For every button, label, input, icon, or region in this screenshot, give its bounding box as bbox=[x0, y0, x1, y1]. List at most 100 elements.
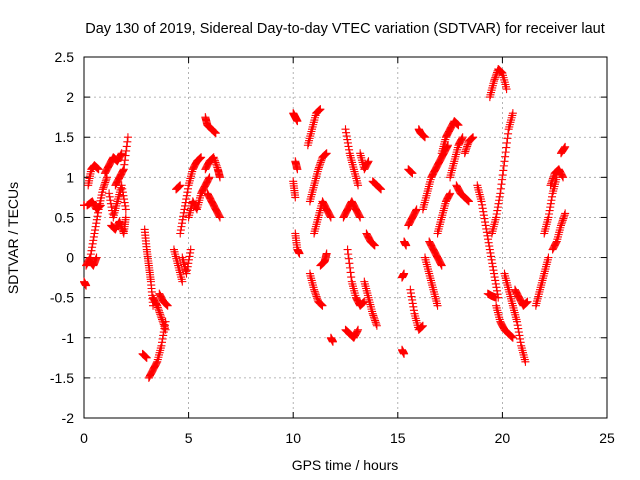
y-tick-label: -0.5 bbox=[50, 290, 74, 306]
data-point bbox=[341, 125, 350, 134]
data-point bbox=[153, 303, 162, 312]
data-point bbox=[101, 176, 110, 185]
data-point bbox=[467, 134, 476, 143]
data-point bbox=[156, 312, 165, 321]
data-point bbox=[184, 259, 193, 268]
data-point bbox=[321, 150, 330, 159]
data-point bbox=[103, 173, 112, 182]
data-point bbox=[101, 178, 110, 187]
data-point bbox=[478, 204, 487, 213]
data-point bbox=[182, 269, 191, 278]
data-point bbox=[117, 150, 126, 159]
axis-ticks bbox=[83, 56, 608, 419]
data-point bbox=[372, 320, 381, 329]
data-point bbox=[458, 133, 467, 142]
data-point bbox=[155, 308, 164, 317]
data-point bbox=[501, 148, 510, 157]
data-point bbox=[463, 196, 472, 205]
data-point bbox=[407, 292, 416, 301]
data-point bbox=[371, 318, 380, 327]
data-point bbox=[503, 134, 512, 143]
chart-title: Day 130 of 2019, Sidereal Day-to-day VTE… bbox=[85, 21, 605, 37]
data-point bbox=[495, 196, 504, 205]
data-point bbox=[316, 158, 325, 167]
data-point bbox=[159, 320, 168, 329]
data-point bbox=[460, 149, 469, 158]
data-point bbox=[342, 128, 351, 137]
data-point bbox=[181, 198, 190, 207]
data-point bbox=[545, 210, 554, 219]
data-point bbox=[515, 331, 524, 340]
data-point bbox=[313, 294, 322, 303]
data-point bbox=[209, 153, 218, 162]
data-point bbox=[558, 172, 567, 181]
data-point bbox=[212, 161, 221, 170]
data-point bbox=[215, 213, 224, 222]
data-point bbox=[100, 181, 109, 190]
data-point bbox=[89, 232, 98, 241]
y-tick-label: -2 bbox=[62, 410, 75, 426]
data-point bbox=[482, 224, 491, 233]
data-point bbox=[364, 157, 373, 166]
data-point bbox=[556, 221, 565, 230]
data-point bbox=[123, 137, 132, 146]
data-point bbox=[487, 255, 496, 264]
data-point bbox=[295, 249, 304, 258]
data-point bbox=[359, 298, 368, 307]
x-tick-label: 25 bbox=[599, 430, 615, 446]
data-point bbox=[141, 352, 150, 361]
data-point bbox=[315, 161, 324, 170]
grid-lines bbox=[84, 57, 607, 418]
data-point bbox=[160, 322, 169, 331]
data-point bbox=[343, 245, 352, 254]
data-point bbox=[516, 334, 525, 343]
data-point bbox=[161, 299, 170, 308]
data-point bbox=[507, 332, 516, 341]
data-point bbox=[490, 269, 499, 278]
data-point bbox=[368, 309, 377, 318]
data-point bbox=[154, 305, 163, 314]
data-point bbox=[162, 300, 171, 309]
data-point bbox=[343, 135, 352, 144]
data-point bbox=[293, 117, 302, 126]
data-point bbox=[142, 353, 151, 362]
data-point bbox=[419, 131, 428, 140]
data-point bbox=[345, 263, 354, 272]
data-point bbox=[92, 215, 101, 224]
data-point bbox=[195, 154, 204, 163]
data-point bbox=[322, 149, 331, 158]
data-point bbox=[91, 222, 100, 231]
data-point bbox=[559, 212, 568, 221]
data-point bbox=[215, 212, 224, 221]
data-point bbox=[96, 201, 105, 210]
data-point bbox=[92, 219, 101, 228]
data-point bbox=[523, 297, 532, 306]
data-point bbox=[316, 160, 325, 169]
data-point bbox=[433, 301, 442, 310]
data-point bbox=[497, 180, 506, 189]
data-point bbox=[210, 154, 219, 163]
data-point bbox=[498, 175, 507, 184]
data-point bbox=[182, 191, 191, 200]
data-point bbox=[182, 195, 191, 204]
data-point bbox=[482, 228, 491, 237]
data-point bbox=[157, 313, 166, 322]
data-point bbox=[497, 67, 506, 76]
data-point bbox=[353, 326, 362, 335]
data-point bbox=[493, 286, 502, 295]
data-point bbox=[312, 292, 321, 301]
data-point bbox=[120, 156, 129, 165]
data-point bbox=[406, 167, 415, 176]
data-point bbox=[464, 196, 473, 205]
data-point bbox=[483, 231, 492, 240]
data-point bbox=[369, 311, 378, 320]
data-point bbox=[412, 206, 421, 215]
data-point bbox=[123, 133, 132, 142]
data-point bbox=[326, 213, 335, 222]
data-point bbox=[446, 189, 455, 198]
data-point bbox=[118, 188, 127, 197]
data-point bbox=[344, 254, 353, 263]
data-point bbox=[545, 206, 554, 215]
data-point bbox=[561, 209, 570, 218]
